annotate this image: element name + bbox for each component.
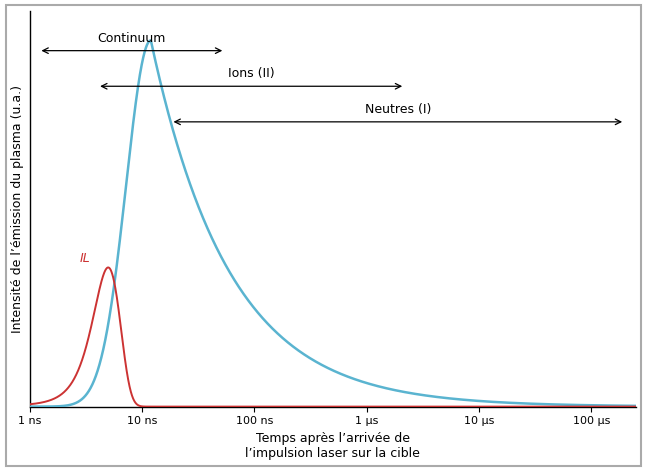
X-axis label: Temps après l’arrivée de
l’impulsion laser sur la cible: Temps après l’arrivée de l’impulsion las… bbox=[245, 432, 420, 460]
Y-axis label: Intensité de l’émission du plasma (u.a.): Intensité de l’émission du plasma (u.a.) bbox=[11, 85, 24, 333]
Text: IL: IL bbox=[80, 252, 91, 265]
Text: Continuum: Continuum bbox=[98, 32, 166, 45]
Text: Ions (II): Ions (II) bbox=[228, 67, 274, 81]
Text: Neutres (I): Neutres (I) bbox=[365, 103, 431, 116]
